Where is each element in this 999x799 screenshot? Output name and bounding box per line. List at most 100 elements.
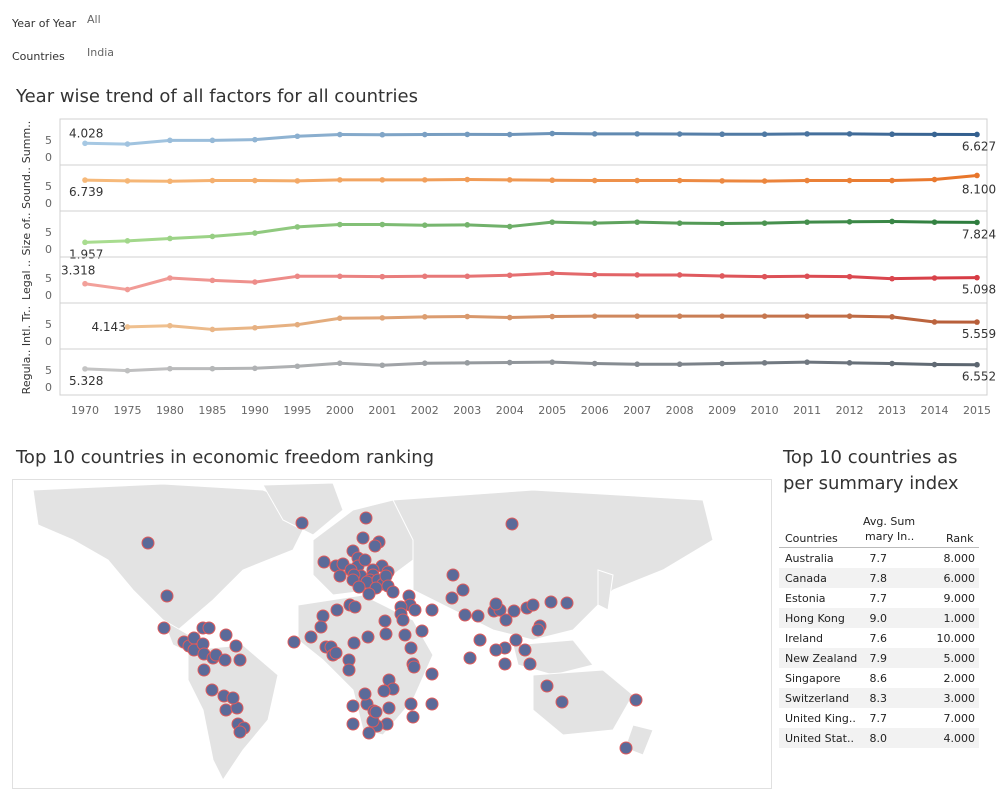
country-marker[interactable]	[368, 539, 382, 553]
country-marker[interactable]	[358, 553, 372, 567]
country-marker[interactable]	[329, 646, 343, 660]
data-point	[464, 273, 471, 280]
data-point	[719, 178, 725, 184]
country-marker[interactable]	[406, 710, 420, 724]
year-filter-value[interactable]: All	[87, 13, 101, 26]
country-marker[interactable]	[197, 663, 211, 677]
country-marker[interactable]	[404, 697, 418, 711]
country-marker[interactable]	[518, 643, 532, 657]
country-marker[interactable]	[544, 595, 558, 609]
country-marker[interactable]	[362, 726, 376, 740]
country-marker[interactable]	[362, 587, 376, 601]
country-marker[interactable]	[361, 630, 375, 644]
table-row[interactable]: Canada 7.8 6.000	[779, 568, 979, 588]
country-marker[interactable]	[445, 591, 459, 605]
country-marker[interactable]	[342, 663, 356, 677]
country-marker[interactable]	[473, 633, 487, 647]
country-marker[interactable]	[404, 641, 418, 655]
country-marker[interactable]	[379, 627, 393, 641]
country-marker[interactable]	[415, 624, 429, 638]
data-point	[124, 141, 131, 147]
country-marker[interactable]	[505, 517, 519, 531]
country-marker[interactable]	[219, 703, 233, 717]
world-map[interactable]	[12, 479, 772, 789]
country-marker[interactable]	[356, 531, 370, 545]
countries-filter-value[interactable]: India	[87, 46, 114, 59]
country-marker[interactable]	[507, 604, 521, 618]
country-marker[interactable]	[396, 613, 410, 627]
col-header-avg-1[interactable]: Avg. Sum	[863, 515, 916, 528]
country-marker[interactable]	[346, 717, 360, 731]
country-marker[interactable]	[346, 699, 360, 713]
table-row[interactable]: Ireland 7.6 10.000	[779, 628, 979, 648]
col-header-avg-2[interactable]: mary In..	[865, 530, 915, 543]
table-row[interactable]: United King.. 7.7 7.000	[779, 708, 979, 728]
country-marker[interactable]	[489, 597, 503, 611]
country-marker[interactable]	[219, 628, 233, 642]
country-marker[interactable]	[295, 516, 309, 530]
country-marker[interactable]	[160, 589, 174, 603]
country-marker[interactable]	[425, 697, 439, 711]
country-marker[interactable]	[347, 636, 361, 650]
country-marker[interactable]	[629, 693, 643, 707]
country-marker[interactable]	[233, 725, 247, 739]
country-marker[interactable]	[471, 609, 485, 623]
country-marker[interactable]	[359, 511, 373, 525]
country-marker[interactable]	[157, 621, 171, 635]
country-marker[interactable]	[499, 613, 513, 627]
country-marker[interactable]	[202, 621, 216, 635]
country-marker[interactable]	[425, 667, 439, 681]
country-marker[interactable]	[446, 568, 460, 582]
x-tick-label: 2003	[453, 404, 481, 417]
col-header-rank[interactable]: Rank	[946, 532, 974, 545]
country-marker[interactable]	[408, 603, 422, 617]
country-marker[interactable]	[304, 630, 318, 644]
country-marker[interactable]	[378, 614, 392, 628]
country-marker[interactable]	[560, 596, 574, 610]
country-marker[interactable]	[456, 583, 470, 597]
table-row[interactable]: Hong Kong 9.0 1.000	[779, 608, 979, 628]
col-header-countries[interactable]: Countries	[785, 532, 838, 545]
country-marker[interactable]	[369, 705, 383, 719]
country-marker[interactable]	[233, 653, 247, 667]
country-marker[interactable]	[458, 608, 472, 622]
country-marker[interactable]	[386, 585, 400, 599]
country-marker[interactable]	[523, 657, 537, 671]
country-marker[interactable]	[463, 651, 477, 665]
country-marker[interactable]	[398, 628, 412, 642]
country-marker[interactable]	[218, 653, 232, 667]
country-marker[interactable]	[229, 639, 243, 653]
table-row[interactable]: Singapore 8.6 2.000	[779, 668, 979, 688]
country-marker[interactable]	[314, 620, 328, 634]
country-marker[interactable]	[619, 741, 633, 755]
row-avg-summary: 8.3	[869, 692, 888, 705]
table-row[interactable]: Australia 7.7 8.000	[779, 548, 979, 568]
country-marker[interactable]	[526, 598, 540, 612]
country-marker[interactable]	[330, 603, 344, 617]
country-marker[interactable]	[407, 660, 421, 674]
country-marker[interactable]	[187, 631, 201, 645]
country-marker[interactable]	[333, 569, 347, 583]
country-marker[interactable]	[352, 580, 366, 594]
country-marker[interactable]	[531, 623, 545, 637]
country-marker[interactable]	[382, 701, 396, 715]
country-marker[interactable]	[509, 633, 523, 647]
country-marker[interactable]	[348, 600, 362, 614]
table-row[interactable]: Switzerland 8.3 3.000	[779, 688, 979, 708]
country-marker[interactable]	[226, 691, 240, 705]
country-marker[interactable]	[498, 657, 512, 671]
table-row[interactable]: New Zealand 7.9 5.000	[779, 648, 979, 668]
country-marker[interactable]	[540, 679, 554, 693]
country-marker[interactable]	[317, 555, 331, 569]
table-row[interactable]: United Stat.. 8.0 4.000	[779, 728, 979, 748]
country-marker[interactable]	[316, 609, 330, 623]
country-marker[interactable]	[287, 635, 301, 649]
country-marker[interactable]	[425, 603, 439, 617]
table-row[interactable]: Estonia 7.7 9.000	[779, 588, 979, 608]
country-marker[interactable]	[489, 643, 503, 657]
country-marker[interactable]	[205, 683, 219, 697]
country-marker[interactable]	[358, 687, 372, 701]
country-marker[interactable]	[377, 684, 391, 698]
country-marker[interactable]	[141, 536, 155, 550]
country-marker[interactable]	[555, 695, 569, 709]
